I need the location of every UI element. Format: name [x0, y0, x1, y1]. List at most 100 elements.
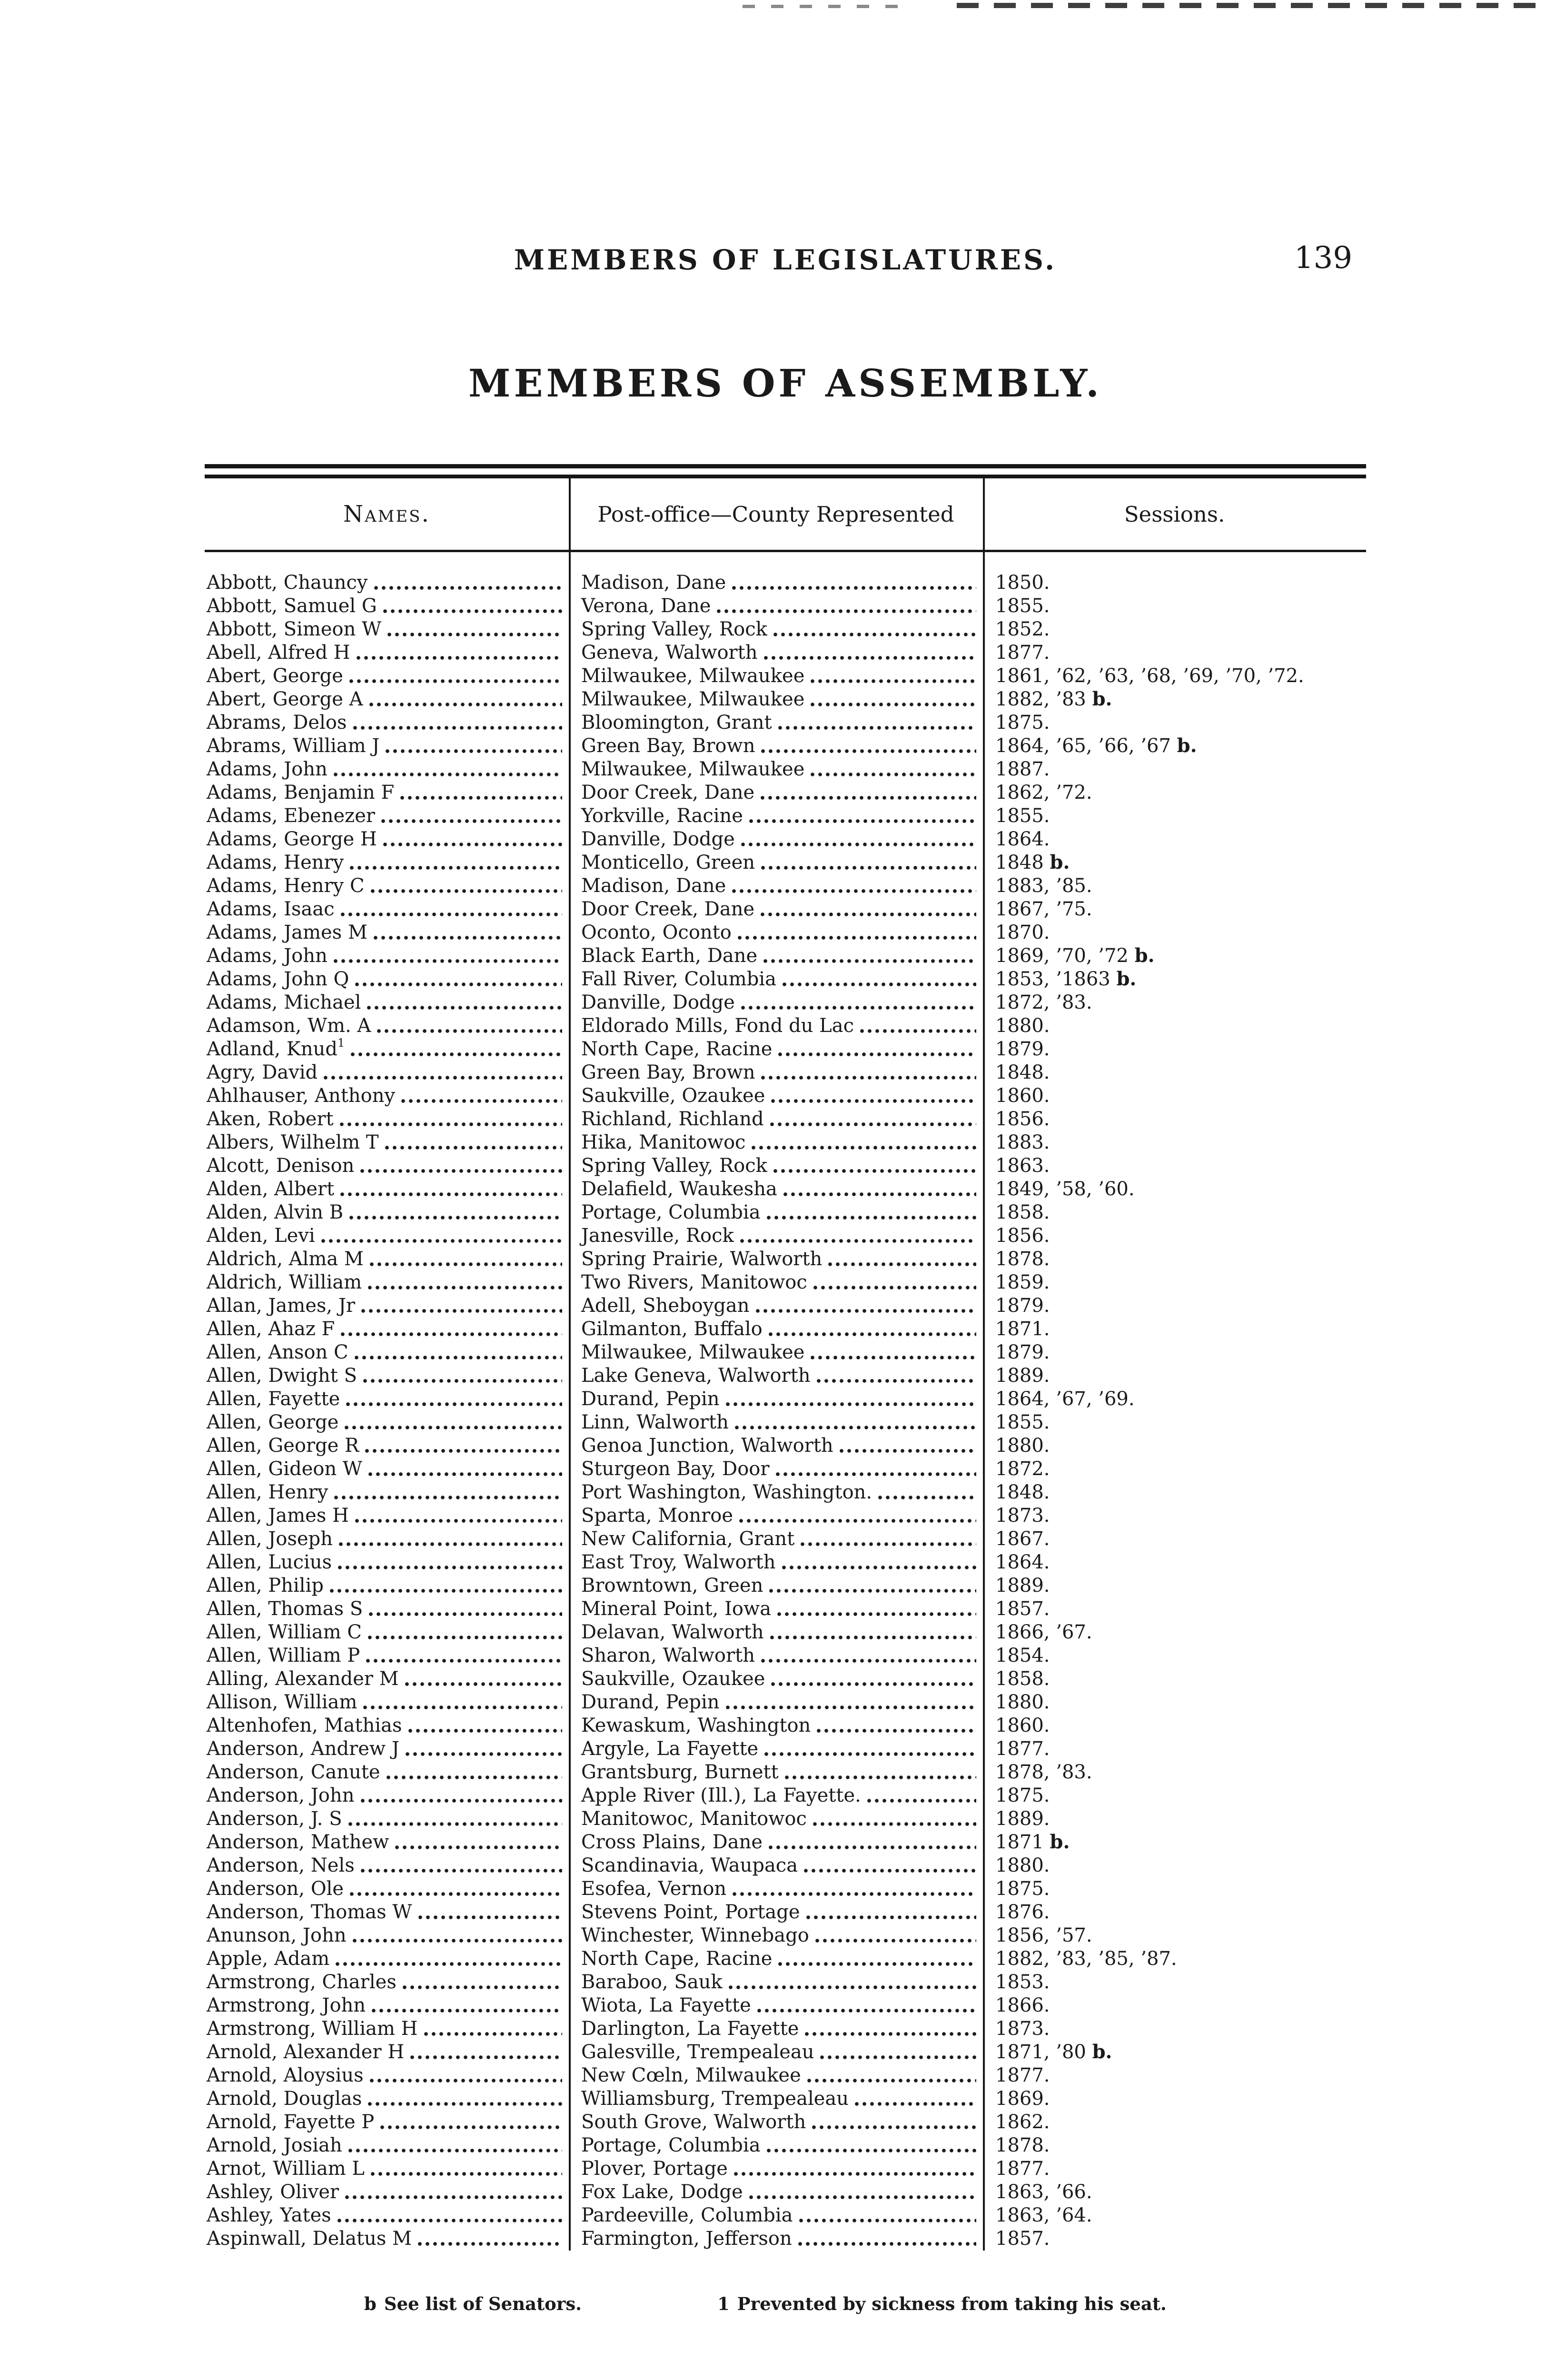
sessions-value: 1877. — [995, 642, 1050, 664]
table-row: Allen, William P Sharon, Walworth 1854. — [205, 1644, 1366, 1667]
sessions-value: 1866, ’67. — [995, 1621, 1092, 1643]
postoffice-county: Bloomington, Grant — [581, 712, 772, 734]
postoffice-county: Delavan, Walworth — [581, 1621, 764, 1643]
sessions-value: 1879. — [995, 1038, 1050, 1060]
postoffice-cell: Plover, Portage — [569, 2157, 983, 2181]
dot-leader — [773, 1169, 976, 1173]
dot-leader — [405, 1752, 562, 1756]
name-cell: Abrams, William J — [205, 734, 569, 758]
dot-leader — [400, 795, 562, 800]
sessions-cell: 1857. — [983, 1597, 1366, 1621]
table-row: Arnold, Aloysius New Cœln, Milwaukee 1877. — [205, 2064, 1366, 2087]
postoffice-county: Danville, Dodge — [581, 828, 735, 850]
postoffice-cell: Gilmanton, Buffalo — [569, 1318, 983, 1341]
postoffice-county: North Cape, Racine — [581, 1948, 773, 1970]
postoffice-cell: Green Bay, Brown — [569, 734, 983, 758]
member-name: Allen, Anson C — [207, 1341, 348, 1363]
sessions-value: 1848. — [995, 1061, 1050, 1083]
postoffice-county: Farmington, Jefferson — [581, 2228, 792, 2250]
name-cell: Alden, Levi — [205, 1224, 569, 1248]
footnote-senators: b See list of Senators. — [364, 2293, 582, 2314]
name-cell: Aspinwall, Delatus M — [205, 2227, 569, 2251]
member-name: Ashley, Yates — [207, 2204, 331, 2226]
member-name: Adland, Knud1 — [207, 1038, 345, 1060]
sessions-value: 1879. — [995, 1295, 1050, 1317]
sessions-cell: 1860. — [983, 1714, 1366, 1737]
member-name: Anderson, Ole — [207, 1878, 344, 1900]
dot-leader — [739, 1518, 976, 1523]
postoffice-county: South Grove, Walworth — [581, 2111, 806, 2133]
table-row: Adams, Ebenezer Yorkville, Racine 1855. — [205, 804, 1366, 828]
table-row: Allen, Fayette Durand, Pepin 1864, ’67, ’6… — [205, 1388, 1366, 1411]
table-row: Allen, Henry Port Washington, Washington.… — [205, 1481, 1366, 1504]
sessions-cell: 1872. — [983, 1458, 1366, 1481]
sessions-value: 1871. — [995, 1318, 1050, 1340]
member-name: Armstrong, Charles — [207, 1971, 396, 1993]
postoffice-county: Saukville, Ozaukee — [581, 1668, 765, 1690]
dot-leader — [804, 2032, 976, 2036]
dot-leader — [763, 959, 976, 963]
postoffice-county: Portage, Columbia — [581, 2134, 761, 2156]
dot-leader — [816, 1378, 976, 1383]
page-title: MEMBERS OF ASSEMBLY. — [468, 361, 1102, 406]
dot-leader — [410, 2055, 562, 2060]
member-name: Arnold, Aloysius — [207, 2064, 364, 2086]
dot-leader — [769, 1635, 976, 1640]
member-name: Adams, Michael — [207, 992, 361, 1013]
postoffice-cell: Saukville, Ozaukee — [569, 1084, 983, 1108]
postoffice-county: Spring Valley, Rock — [581, 618, 767, 640]
sessions-value: 1853, ’1863 b. — [995, 968, 1137, 990]
postoffice-county: Stevens Point, Portage — [581, 1901, 800, 1923]
sessions-value: 1859. — [995, 1271, 1050, 1293]
dot-leader — [761, 865, 976, 870]
postoffice-cell: Oconto, Oconto — [569, 921, 983, 944]
table-row: Adams, James M Oconto, Oconto 1870. — [205, 921, 1366, 944]
dot-leader — [333, 959, 562, 963]
column-header-postoffice: Post-office—County Represented — [597, 501, 954, 527]
sessions-value: 1878. — [995, 1248, 1050, 1270]
dot-leader — [737, 935, 976, 940]
member-name: Adams, John Q — [207, 968, 349, 990]
dot-leader — [859, 1029, 976, 1033]
table-row: Adams, John Black Earth, Dane 1869, ’70, ’… — [205, 944, 1366, 968]
postoffice-cell: Apple River (Ill.), La Fayette. — [569, 1784, 983, 1807]
dot-leader — [377, 1029, 562, 1033]
postoffice-cell: Milwaukee, Milwaukee — [569, 758, 983, 781]
table-row: Allison, William Durand, Pepin 1880. — [205, 1691, 1366, 1714]
dot-leader — [775, 1472, 976, 1477]
member-name: Arnold, Alexander H — [207, 2041, 405, 2063]
table-row: Allen, James H Sparta, Monroe 1873. — [205, 1504, 1366, 1527]
table-row: Allen, Gideon W Sturgeon Bay, Door 1872. — [205, 1458, 1366, 1481]
table-row: Adams, Henry C Madison, Dane 1883, ’85. — [205, 874, 1366, 898]
sessions-cell: 1879. — [983, 1294, 1366, 1318]
name-cell: Alden, Albert — [205, 1178, 569, 1201]
postoffice-cell: Spring Valley, Rock — [569, 618, 983, 641]
member-name: Ahlhauser, Anthony — [207, 1085, 396, 1107]
sessions-value: 1887. — [995, 758, 1050, 780]
dot-leader — [402, 1985, 562, 1990]
member-name: Ashley, Oliver — [207, 2181, 339, 2203]
name-cell: Abbott, Simeon W — [205, 618, 569, 641]
dot-leader — [803, 1868, 976, 1873]
sessions-value: 1864, ’67, ’69. — [995, 1388, 1135, 1410]
name-cell: Anderson, Ole — [205, 1877, 569, 1901]
member-name: Anderson, Canute — [207, 1761, 380, 1783]
name-cell: Anderson, Thomas W — [205, 1901, 569, 1924]
member-name: Abell, Alfred H — [207, 642, 350, 664]
footnote-marker-1: 1 — [717, 2293, 730, 2314]
sessions-value: 1879. — [995, 1341, 1050, 1363]
member-name: Adams, Benjamin F — [207, 782, 395, 803]
dot-leader — [346, 1402, 562, 1407]
dot-leader — [368, 702, 562, 707]
sessions-value: 1877. — [995, 1738, 1050, 1760]
name-cell: Abell, Alfred H — [205, 641, 569, 664]
dot-leader — [354, 1355, 562, 1360]
table-row: Abrams, Delos Bloomington, Grant 1875. — [205, 711, 1366, 734]
dot-leader — [781, 1565, 976, 1570]
table-row: Abbott, Chauncy Madison, Dane 1850. — [205, 571, 1366, 595]
dot-leader — [395, 1845, 562, 1850]
table-row: Ashley, Oliver Fox Lake, Dodge 1863, ’66. — [205, 2181, 1366, 2204]
sessions-cell: 1863. — [983, 1154, 1366, 1178]
table-row: Armstrong, William H Darlington, La Fayet… — [205, 2017, 1366, 2041]
name-cell: Ashley, Yates — [205, 2204, 569, 2227]
